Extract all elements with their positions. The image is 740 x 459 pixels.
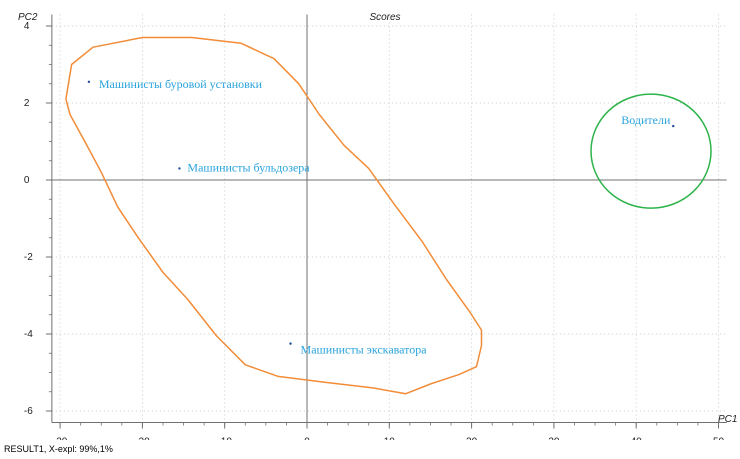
data-point xyxy=(289,342,292,345)
cluster-outlines xyxy=(65,36,712,395)
x-tick-label: 40 xyxy=(631,437,643,440)
y-tick-label: 0 xyxy=(24,175,30,186)
y-tick-label: -6 xyxy=(24,406,33,417)
y-tick-label: 4 xyxy=(24,21,30,32)
grid xyxy=(51,14,727,423)
data-point xyxy=(178,167,181,170)
data-point-label: Машинисты буровой установки xyxy=(99,77,263,91)
x-tick-label: -30 xyxy=(53,437,68,440)
data-point xyxy=(672,124,675,128)
data-point-label: Водители xyxy=(621,113,671,127)
y-axis-label: PC2 xyxy=(18,12,38,23)
x-tick-label: 50 xyxy=(713,437,725,440)
y-tick-label: -4 xyxy=(24,329,33,340)
data-points: Машинисты буровой установки Машинисты бул… xyxy=(87,77,675,357)
chart-title: Scores xyxy=(369,12,400,23)
x-tick-label: 0 xyxy=(304,437,310,440)
y-tick-label: 2 xyxy=(24,98,30,109)
data-point-label: Машинисты экскаватора xyxy=(301,343,428,357)
x-tick-label: 10 xyxy=(384,437,396,440)
cluster-outline-operators xyxy=(65,36,483,395)
cluster-outline-drivers xyxy=(590,93,712,209)
x-tick-label: -10 xyxy=(217,437,232,440)
x-tick-label: 20 xyxy=(466,437,478,440)
x-tick-label: -20 xyxy=(135,437,150,440)
data-point xyxy=(87,80,91,84)
status-bar-text: RESULT1, X-expl: 99%,1% xyxy=(4,444,113,454)
data-point-label: Машинисты бульдозера xyxy=(187,160,310,174)
x-tick-label: 30 xyxy=(548,437,560,440)
x-axis-label: PC1 xyxy=(718,414,737,425)
y-tick-label: -2 xyxy=(24,252,33,263)
